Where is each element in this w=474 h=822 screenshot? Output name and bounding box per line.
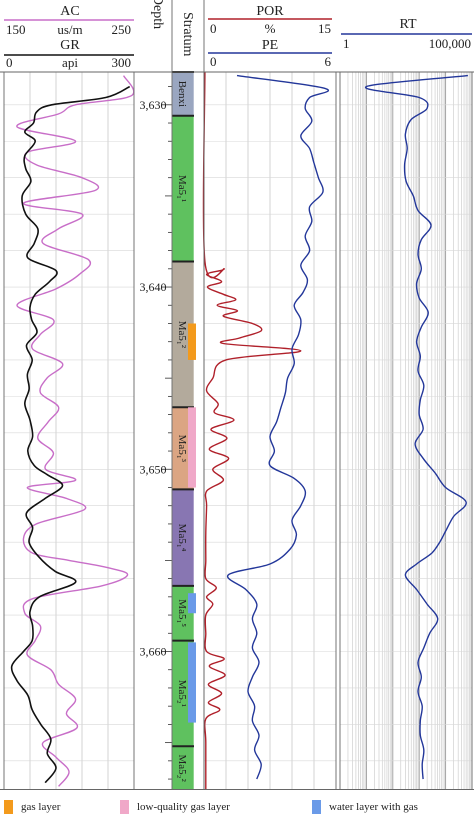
layer-water_with_gas <box>188 593 196 614</box>
header-por-pe: POR 0 % 15 PE 0 6 <box>208 4 332 69</box>
stratum-title: Stratum <box>180 12 195 56</box>
gr-unit: api <box>62 55 78 70</box>
legend-item-water-with-gas: water layer with gas <box>312 800 418 814</box>
stratum-label: Ma5₁¹ <box>176 175 188 202</box>
log-curves <box>10 71 468 790</box>
track-grids <box>4 72 472 790</box>
por-min-label: 0 <box>210 21 217 36</box>
legend-label-gas: gas layer <box>21 801 61 813</box>
track-frame <box>3 71 135 790</box>
depth-axis: 3,630 3,640 3,650 3,660 <box>140 86 172 780</box>
ac-title: AC <box>60 4 79 19</box>
pe-min-label: 0 <box>210 54 217 69</box>
stratum-label: Ma5₂² <box>176 754 188 782</box>
stratum-label: Ma5₁³ <box>176 435 188 463</box>
layer-water_with_gas <box>188 642 196 723</box>
pe-max-label: 6 <box>325 54 332 69</box>
legend-item-gas: gas layer <box>4 800 60 814</box>
gr-min-label: 0 <box>6 55 13 70</box>
stratum-label: Ma5₁⁵ <box>176 599 188 627</box>
por-curve <box>202 71 302 790</box>
legend-label-low-quality-gas: low-quality gas layer <box>137 801 230 813</box>
ac-curve <box>16 75 135 787</box>
stratum-column: Benxi Ma5₁¹ Ma5₁² Ma5₁³ Ma5₁⁴ Ma5₁⁵ Ma5₂¹ Ma5₂² <box>171 71 195 790</box>
stratum-label: Ma5₂¹ <box>176 680 188 707</box>
gr-curve <box>10 85 131 784</box>
legend: gas layer low-quality gas layer water la… <box>0 790 474 822</box>
low-quality-gas-swatch <box>120 800 129 814</box>
depth-tick-label: 3,640 <box>140 280 167 294</box>
depth-title: Depth <box>150 0 165 29</box>
depth-tick-label: 3,660 <box>140 645 167 659</box>
depth-tick-label: 3,650 <box>140 462 167 476</box>
layer-gas <box>188 323 196 360</box>
por-title: POR <box>256 4 284 19</box>
ac-unit: us/m <box>57 22 82 37</box>
depth-tick-label: 3,630 <box>140 98 167 112</box>
stratum-label: Ma5₁⁴ <box>176 524 188 552</box>
legend-label-water-with-gas: water layer with gas <box>329 801 418 813</box>
rt-curve <box>365 74 468 780</box>
water-with-gas-swatch <box>312 800 321 814</box>
header-rt: RT 1 100,000 <box>341 17 472 51</box>
gas-layer-swatch <box>4 800 13 814</box>
well-log-chart: AC 150 us/m 250 GR 0 api 300 Depth Strat… <box>0 0 474 790</box>
header-ac-gr: AC 150 us/m 250 GR 0 api 300 <box>4 4 134 70</box>
ac-min-label: 150 <box>6 22 26 37</box>
ac-max-label: 250 <box>112 22 132 37</box>
rt-max-label: 100,000 <box>429 36 471 51</box>
stratum-label: Ma5₁² <box>176 321 188 349</box>
layer-low_quality_gas <box>188 407 196 488</box>
rt-title: RT <box>399 17 416 32</box>
interpretation-layers <box>188 323 196 723</box>
gr-max-label: 300 <box>112 55 132 70</box>
rt-min-label: 1 <box>343 36 350 51</box>
gr-title: GR <box>60 38 80 53</box>
por-unit: % <box>265 21 276 36</box>
pe-curve <box>226 74 329 780</box>
pe-title: PE <box>262 38 278 53</box>
legend-item-low-quality-gas: low-quality gas layer <box>120 800 230 814</box>
stratum-label: Benxi <box>176 81 188 107</box>
track-frames <box>0 0 474 790</box>
por-max-label: 15 <box>318 21 331 36</box>
